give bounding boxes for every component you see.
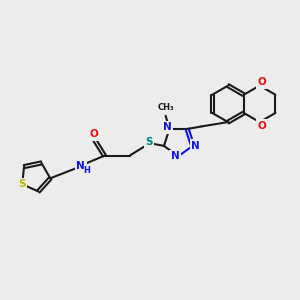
Text: O: O <box>258 121 266 131</box>
Text: H: H <box>83 166 90 175</box>
Text: N: N <box>171 151 179 161</box>
Text: S: S <box>18 179 25 189</box>
Text: N: N <box>163 122 171 132</box>
Text: N: N <box>76 161 85 171</box>
Text: S: S <box>145 136 153 146</box>
Text: O: O <box>258 77 266 87</box>
Text: CH₃: CH₃ <box>158 103 175 112</box>
Text: O: O <box>89 129 98 139</box>
Text: N: N <box>191 141 200 151</box>
